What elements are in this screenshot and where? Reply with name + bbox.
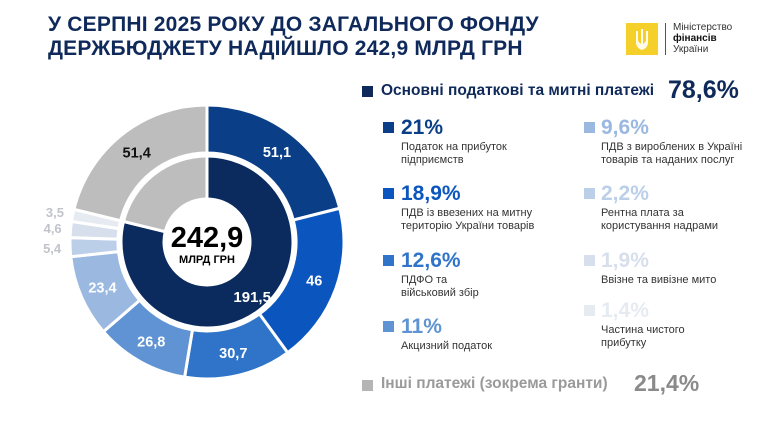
- legend-percent: 12,6%: [401, 249, 461, 272]
- legend-label: Рентна плата за користування надрами: [601, 207, 719, 232]
- data-label: 4,6: [44, 221, 62, 236]
- data-label: 51,4: [123, 145, 151, 161]
- title-line-1: У СЕРПНІ 2025 РОКУ ДО ЗАГАЛЬНОГО ФОНДУ: [48, 13, 539, 36]
- inner-segment: [121, 154, 209, 234]
- legend-label: ПДВ із ввезених на митну територію Украї…: [401, 207, 535, 232]
- legend-swatch: [584, 188, 595, 199]
- legend-label: ПДВ з вироблених в Україні товарів та на…: [601, 141, 743, 166]
- legend-swatch: [383, 255, 394, 266]
- other-group-label: Інші платежі (зокрема гранти): [381, 375, 608, 392]
- legend-label: Частина чистого прибутку: [601, 324, 685, 349]
- legend-label: Податок на прибуток підприємств: [401, 141, 507, 166]
- legend-swatch: [584, 255, 595, 266]
- inner-segment: [119, 154, 295, 330]
- trident-icon: [626, 22, 658, 55]
- legend-percent: 9,6%: [601, 116, 649, 139]
- legend-percent: 11%: [401, 315, 442, 338]
- center-unit: МЛРД ГРН: [179, 254, 235, 266]
- legend-swatch: [584, 305, 595, 316]
- legend-label: Ввізне та вивізне мито: [601, 274, 717, 286]
- legend-label: Акцизний податок: [401, 340, 493, 352]
- data-label: 5,4: [43, 241, 62, 256]
- legend-label: ПДФО та військовий збір: [401, 274, 479, 299]
- title-line-2: ДЕРЖБЮДЖЕТУ НАДІЙШЛО 242,9 МЛРД ГРН: [48, 37, 523, 60]
- data-label: 3,5: [46, 205, 64, 220]
- legend-swatch: [383, 188, 394, 199]
- legend-swatch: [383, 321, 394, 332]
- data-label: 46: [306, 274, 322, 290]
- data-label: 30,7: [219, 346, 247, 362]
- legend-percent: 18,9%: [401, 182, 461, 205]
- data-label: 191,5: [233, 289, 271, 306]
- logo-line-1: Міністерство: [673, 22, 733, 33]
- center-total: 242,9: [171, 222, 244, 254]
- legend-swatch: [383, 122, 394, 133]
- legend-percent: 1,4%: [601, 299, 649, 322]
- logo-divider: [665, 22, 666, 55]
- data-label: 51,1: [263, 145, 291, 161]
- legend-percent: 1,9%: [601, 249, 649, 272]
- legend-percent: 21%: [401, 116, 444, 139]
- logo-text: Міністерство фінансів України: [673, 22, 732, 55]
- logo-line-3: України: [673, 44, 709, 55]
- ministry-logo: Міністерство фінансів України: [626, 22, 732, 55]
- legend-percent: 2,2%: [601, 182, 649, 205]
- page-title: У СЕРПНІ 2025 РОКУ ДО ЗАГАЛЬНОГО ФОНДУ Д…: [48, 13, 539, 61]
- main-group-swatch: [362, 86, 373, 97]
- data-label: 23,4: [88, 281, 116, 297]
- logo-line-2: фінансів: [673, 33, 717, 44]
- data-label: 26,8: [137, 334, 165, 350]
- main-group-label: Основні податкові та митні платежі: [381, 82, 655, 99]
- other-group-swatch: [362, 380, 373, 391]
- legend-swatch: [584, 122, 595, 133]
- main-group-percent: 78,6%: [668, 76, 739, 104]
- other-group-percent: 21,4%: [634, 370, 700, 396]
- outer-segment: [72, 103, 209, 223]
